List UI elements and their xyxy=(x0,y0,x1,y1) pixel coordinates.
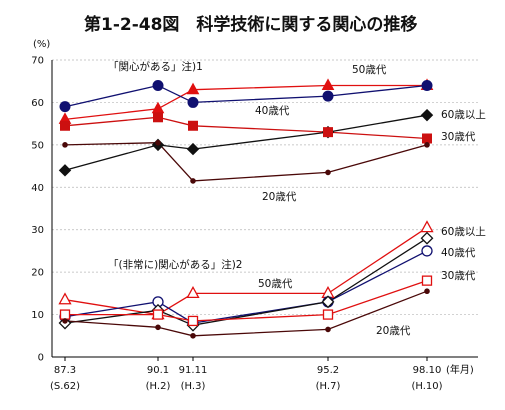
point-g1-s0-2 xyxy=(186,286,200,299)
point-g1-s0-4 xyxy=(420,220,434,233)
point-g0-s4-3 xyxy=(325,169,331,176)
point-g0-s2-2 xyxy=(186,142,200,156)
series-label-upper-20s: 20歳代 xyxy=(262,191,297,203)
series-label-lower-50s: 50歳代 xyxy=(258,278,293,290)
y-tick-label-40: 40 xyxy=(31,183,44,194)
x-tick-sublabel-1: (H.2) xyxy=(146,381,171,392)
point-g0-s4-1 xyxy=(155,139,161,146)
point-g1-s3-4 xyxy=(421,275,433,286)
series-line-g0-s4 xyxy=(64,142,428,182)
x-tick-sublabel-3: (H.7) xyxy=(316,381,341,392)
point-g1-s4-4 xyxy=(424,288,430,295)
series-label-lower-30s: 30歳代 xyxy=(441,270,476,282)
x-tick-sublabel-0: (S.62) xyxy=(50,381,80,392)
point-g1-s0-0 xyxy=(58,292,72,305)
point-g0-s0-2 xyxy=(186,82,200,95)
y-tick-label-70: 70 xyxy=(31,56,44,67)
series-line-g1-s0 xyxy=(64,227,428,316)
series-label-lower-40s: 40歳代 xyxy=(441,247,476,259)
point-g0-s1-2 xyxy=(187,96,199,108)
point-g1-s3-1 xyxy=(152,309,164,320)
point-g0-s1-3 xyxy=(322,90,334,102)
point-g1-s4-3 xyxy=(325,326,331,333)
y-tick-label-30: 30 xyxy=(31,225,44,236)
series-line-g1-s4 xyxy=(64,290,428,337)
point-g0-s4-2 xyxy=(190,178,196,184)
point-g1-s2-3 xyxy=(321,295,335,309)
group-label-lower: 「(非常に)関心がある」注)2 xyxy=(108,258,242,271)
y-tick-label-50: 50 xyxy=(31,140,44,151)
series-label-upper-60plus: 60歳以上 xyxy=(441,109,486,121)
grid xyxy=(52,59,478,315)
point-g0-s3-0 xyxy=(60,120,70,131)
x-tick-label-2: 91.11 xyxy=(179,365,208,376)
x-tick-label-4: 98.10 xyxy=(413,365,442,376)
x-axis-unit: (年月) xyxy=(446,363,474,376)
x-tick-labels: 87.3 (S.62) 90.1 (H.2) 91.11 (H.3) 95.2 (H.7) 98… xyxy=(50,357,443,392)
point-g1-s4-2 xyxy=(190,332,196,339)
x-tick-label-0: 87.3 xyxy=(54,365,76,376)
point-g0-s4-4 xyxy=(424,142,430,148)
y-tick-label-20: 20 xyxy=(31,268,44,279)
x-tick-sublabel-2: (H.3) xyxy=(181,381,206,392)
point-g0-s0-1 xyxy=(151,101,165,114)
series-label-lower-20s: 20歳代 xyxy=(376,325,411,337)
point-g1-s3-3 xyxy=(322,309,334,320)
point-g0-s3-4 xyxy=(422,133,432,144)
point-g1-s4-1 xyxy=(155,324,161,331)
y-tick-label-0: 0 xyxy=(38,353,44,364)
point-g0-s3-1 xyxy=(153,112,163,123)
series-line-g0-s2 xyxy=(64,114,428,171)
series-markers xyxy=(58,78,434,339)
x-tick-label-1: 90.1 xyxy=(147,365,169,376)
series-label-upper-30s: 30歳代 xyxy=(441,131,476,143)
point-g0-s2-4 xyxy=(420,108,434,122)
point-g0-s1-1 xyxy=(152,79,164,91)
point-g0-s3-3 xyxy=(323,127,333,138)
y-axis-unit: (%) xyxy=(33,39,50,50)
point-g0-s2-0 xyxy=(58,164,72,177)
point-g1-s3-2 xyxy=(187,315,199,327)
x-tick-label-3: 95.2 xyxy=(317,365,339,376)
y-tick-label-10: 10 xyxy=(31,310,44,321)
chart-title: 第1-2-48図 科学技術に関する関心の推移 xyxy=(84,14,417,35)
y-tick-label-60: 60 xyxy=(31,98,44,109)
point-g0-s3-2 xyxy=(188,120,198,131)
point-g0-s4-0 xyxy=(62,142,68,148)
point-g1-s4-0 xyxy=(62,318,68,324)
point-g0-s0-3 xyxy=(321,78,335,90)
point-g1-s3-0 xyxy=(59,309,71,320)
x-tick-sublabel-4: (H.10) xyxy=(411,381,442,392)
series-label-upper-40s: 40歳代 xyxy=(255,105,290,117)
series-line-g0-s3 xyxy=(64,116,428,140)
series-label-upper-50s: 50歳代 xyxy=(352,64,387,76)
series-lines xyxy=(64,84,428,337)
point-g1-s1-4 xyxy=(421,245,433,257)
y-tick-labels: 0 10 20 30 40 50 60 70 xyxy=(31,56,44,364)
point-g0-s1-4 xyxy=(421,79,433,91)
point-g0-s1-0 xyxy=(59,101,71,113)
group-label-upper: 「関心がある」注)1 xyxy=(108,60,203,73)
series-label-lower-60plus: 60歳以上 xyxy=(441,226,486,238)
point-g1-s2-4 xyxy=(420,231,434,245)
axes xyxy=(51,60,478,358)
